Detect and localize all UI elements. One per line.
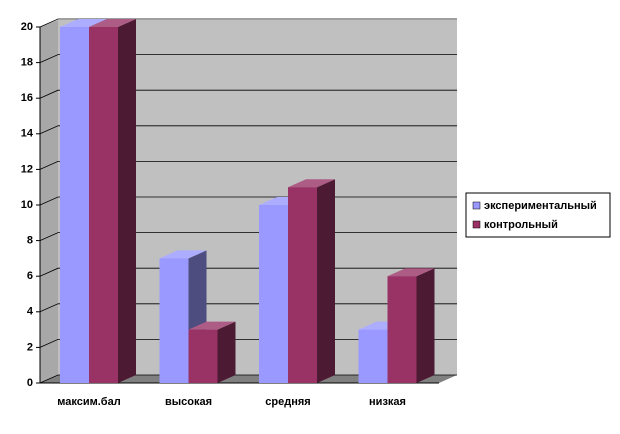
x-tick-label: низкая xyxy=(369,396,406,408)
legend: экспериментальный контрольный xyxy=(472,200,597,231)
plot-walls xyxy=(39,20,457,384)
labels: 0 2 4 6 8 10 12 14 16 18 20 максим.бал высокая средня… xyxy=(21,21,406,408)
bar-top xyxy=(60,19,107,27)
legend-label: контрольный xyxy=(484,219,558,231)
grid-line xyxy=(39,89,457,99)
bar xyxy=(159,258,189,383)
side-wall xyxy=(40,20,58,383)
bar-side xyxy=(416,268,435,383)
y-tick-label: 18 xyxy=(21,57,33,69)
bar-top xyxy=(159,250,207,259)
grid-line xyxy=(39,125,457,135)
floor xyxy=(40,375,457,383)
bar-top xyxy=(387,268,435,277)
bar-side xyxy=(118,19,136,383)
back-wall xyxy=(58,20,457,375)
bar-top xyxy=(288,179,335,188)
y-tick-label: 0 xyxy=(27,377,33,389)
legend-label: экспериментальный xyxy=(484,200,597,212)
grid-line xyxy=(39,18,457,28)
legend-box xyxy=(465,192,611,238)
y-tick-label: 20 xyxy=(21,21,33,33)
grid-line xyxy=(39,160,457,170)
bars xyxy=(60,19,435,383)
legend-swatch xyxy=(472,201,481,210)
y-tick-label: 14 xyxy=(21,128,34,140)
y-tick-label: 10 xyxy=(21,199,33,211)
y-tick-label: 2 xyxy=(27,341,33,353)
x-tick-label: высокая xyxy=(165,396,212,408)
x-tick-label: средняя xyxy=(265,396,310,408)
y-tick-label: 16 xyxy=(21,92,33,104)
x-tick-label: максим.бал xyxy=(57,396,120,408)
bar xyxy=(89,27,118,383)
y-tick-label: 12 xyxy=(21,163,33,175)
grid-line xyxy=(39,54,457,63)
bar xyxy=(387,276,417,383)
y-tick-label: 8 xyxy=(27,235,33,247)
bar xyxy=(259,205,288,383)
legend-swatch xyxy=(472,220,481,229)
bar xyxy=(60,27,89,383)
bar xyxy=(288,187,317,383)
bar-top xyxy=(188,321,236,330)
bar xyxy=(188,329,218,383)
bar-side xyxy=(217,321,236,383)
y-tick-label: 6 xyxy=(27,270,33,282)
bar-side xyxy=(317,179,335,383)
y-tick-label: 4 xyxy=(27,306,34,318)
bar-top xyxy=(89,19,136,27)
bar xyxy=(358,329,388,383)
